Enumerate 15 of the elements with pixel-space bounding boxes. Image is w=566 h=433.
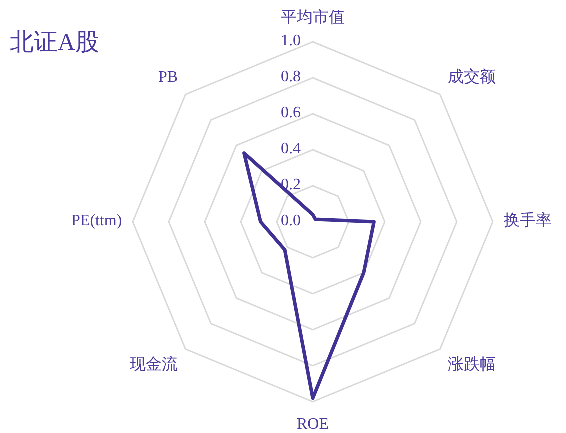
y-tick-label: 0.0 (281, 212, 301, 230)
y-tick-label: 1.0 (281, 32, 301, 50)
spoke-label: 平均市值 (281, 8, 345, 26)
y-tick-label: 0.6 (281, 104, 301, 122)
y-tick-label: 0.8 (281, 68, 301, 86)
spoke-label: PE(ttm) (72, 212, 122, 230)
spoke-label: 换手率 (504, 212, 552, 230)
text: 北证A股 (10, 30, 100, 56)
y-tick-label: 0.2 (281, 176, 301, 194)
spoke-label: 成交额 (448, 68, 496, 86)
spoke-label: 涨跌幅 (448, 355, 496, 374)
y-tick-label: 0.4 (281, 140, 301, 158)
spoke-label: PB (158, 68, 178, 86)
spoke-label: ROE (297, 416, 329, 433)
spoke-label: 现金流 (130, 355, 178, 374)
